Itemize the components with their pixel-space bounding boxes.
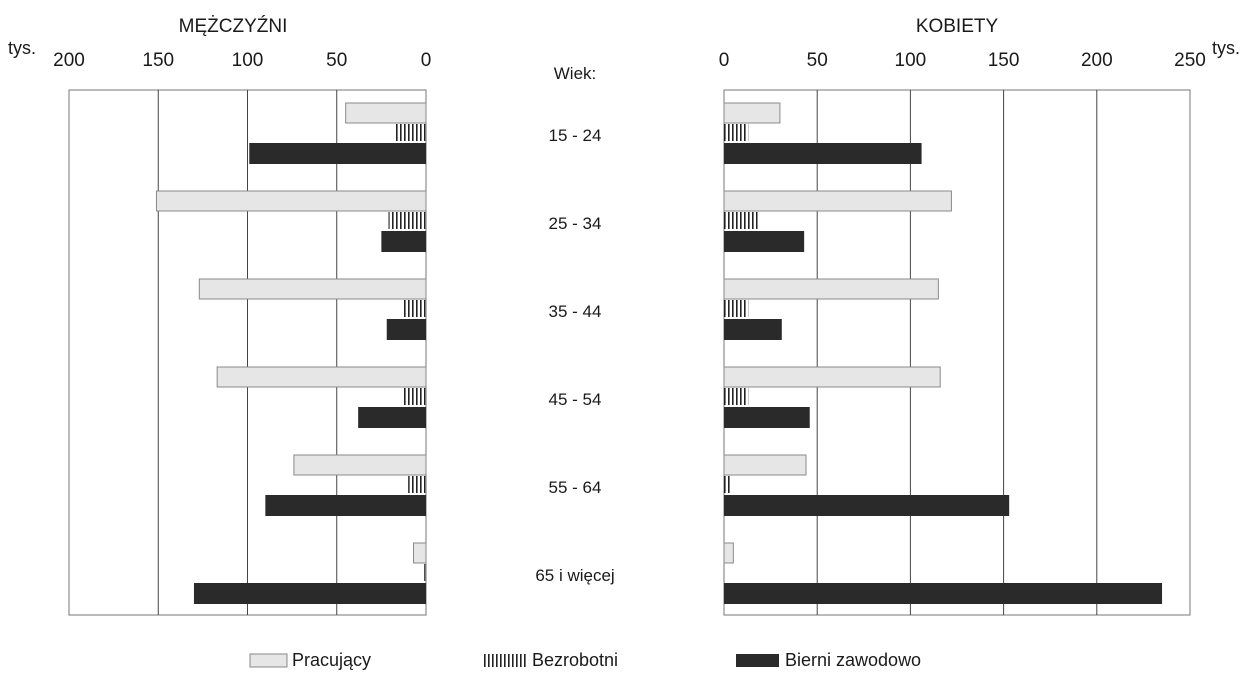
women-tick-label-0: 0 xyxy=(719,50,730,71)
men-bar-pracujący-5 xyxy=(413,542,427,564)
women-tick-label-200: 200 xyxy=(1081,50,1113,71)
women-bar-bierni-zawodowo-3 xyxy=(724,407,810,428)
men-bar-bierni-zawodowo-0 xyxy=(249,143,426,164)
men-bar-bierni-zawodowo-2 xyxy=(386,319,426,340)
women-bar-pracujący-2 xyxy=(723,278,939,300)
men-bar-bezrobotni-3 xyxy=(402,388,426,405)
men-bar-pracujący-0 xyxy=(345,102,427,124)
men-tick-label-100: 100 xyxy=(232,50,264,71)
legend-swatch-bierni xyxy=(736,654,779,667)
age-column-title: Wiek: xyxy=(554,64,597,83)
women-bar-pracujący-1 xyxy=(723,190,952,212)
men-bar-pracujący-2 xyxy=(198,278,427,300)
women-panel: 0 50 100 150 200 250 xyxy=(719,50,1206,616)
men-title: MĘŻCZYŹNI xyxy=(179,16,288,37)
legend-label-bezrobotni: Bezrobotni xyxy=(532,650,618,670)
legend-swatch-bezrobotni xyxy=(484,654,526,667)
legend-label-pracujacy: Pracujący xyxy=(292,650,371,670)
age-labels: 15 - 24 25 - 34 35 - 44 45 - 54 55 - 64 65 i … xyxy=(535,126,614,585)
women-bar-bezrobotni-3 xyxy=(724,388,749,405)
men-bar-bierni-zawodowo-4 xyxy=(265,495,426,516)
women-bar-pracujący-5 xyxy=(723,542,734,564)
age-label-2: 35 - 44 xyxy=(549,302,602,321)
age-label-4: 55 - 64 xyxy=(549,478,602,497)
men-bar-pracujący-1 xyxy=(155,190,427,212)
women-plot-frame xyxy=(723,89,1191,616)
women-bar-bierni-zawodowo-1 xyxy=(724,231,805,252)
men-tick-label-50: 50 xyxy=(326,50,347,71)
men-bar-bezrobotni-5 xyxy=(424,564,426,581)
age-label-5: 65 i więcej xyxy=(535,566,614,585)
legend: Pracujący Bezrobotni Bierni zawodowo xyxy=(249,650,921,670)
age-label-0: 15 - 24 xyxy=(549,126,602,145)
men-bar-bezrobotni-0 xyxy=(395,124,426,141)
women-tick-label-150: 150 xyxy=(988,50,1020,71)
men-bar-pracujący-4 xyxy=(293,454,427,476)
men-panel: 200 150 100 50 0 xyxy=(53,50,432,616)
age-label-1: 25 - 34 xyxy=(549,214,602,233)
women-bar-bezrobotni-1 xyxy=(724,212,758,229)
women-bar-bierni-zawodowo-2 xyxy=(724,319,782,340)
legend-swatch-pracujacy xyxy=(249,653,288,668)
women-unit-label: tys. xyxy=(1212,38,1240,58)
women-tick-label-50: 50 xyxy=(807,50,828,71)
women-bar-pracujący-3 xyxy=(723,366,941,388)
men-bar-bierni-zawodowo-1 xyxy=(381,231,426,252)
women-bar-bierni-zawodowo-0 xyxy=(724,143,922,164)
men-tick-label-200: 200 xyxy=(53,50,85,71)
women-tick-label-100: 100 xyxy=(895,50,927,71)
women-tick-label-250: 250 xyxy=(1174,50,1206,71)
men-tick-label-150: 150 xyxy=(142,50,174,71)
age-label-3: 45 - 54 xyxy=(549,390,602,409)
women-title: KOBIETY xyxy=(916,16,999,37)
men-tick-label-0: 0 xyxy=(421,50,432,71)
men-bar-bierni-zawodowo-3 xyxy=(358,407,426,428)
women-bar-bezrobotni-0 xyxy=(724,124,749,141)
women-bar-bezrobotni-4 xyxy=(724,476,732,493)
men-bar-bierni-zawodowo-5 xyxy=(193,583,426,604)
men-bar-bezrobotni-4 xyxy=(408,476,426,493)
women-bar-bezrobotni-2 xyxy=(724,300,749,317)
men-bar-bezrobotni-1 xyxy=(388,212,426,229)
women-bar-pracujący-0 xyxy=(723,102,781,124)
women-bar-bierni-zawodowo-5 xyxy=(724,583,1163,604)
women-bar-bierni-zawodowo-4 xyxy=(724,495,1010,516)
men-bar-bezrobotni-2 xyxy=(402,300,426,317)
men-unit-label: tys. xyxy=(8,38,36,58)
legend-label-bierni: Bierni zawodowo xyxy=(785,650,921,670)
women-bar-pracujący-4 xyxy=(723,454,807,476)
men-bar-pracujący-3 xyxy=(216,366,427,388)
